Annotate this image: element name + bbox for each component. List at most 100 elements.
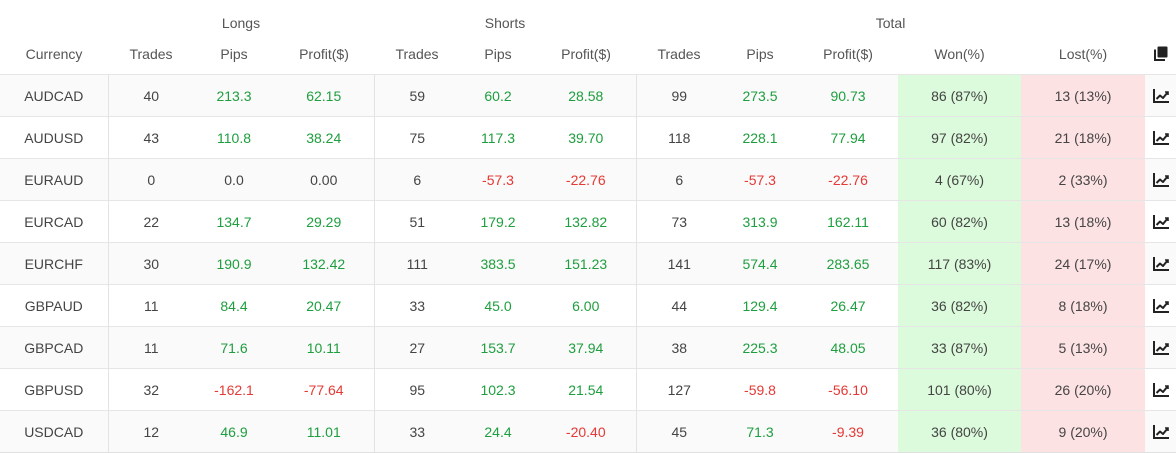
cell-longs-pips: 110.8 <box>194 116 274 159</box>
cell-total-trades: 99 <box>636 74 723 117</box>
col-shorts-trades: Trades <box>395 45 439 62</box>
cell-currency: USDCAD <box>0 410 109 453</box>
cell-lost: 9 (20%) <box>1021 410 1146 453</box>
cell-longs-trades: 40 <box>108 74 194 117</box>
cell-total-trades: 38 <box>636 326 723 369</box>
header-group-spacer-end <box>1145 0 1176 33</box>
cell-shorts-pips: 179.2 <box>460 200 536 243</box>
cell-lost: 13 (18%) <box>1021 200 1146 243</box>
cell-total-pips: 71.3 <box>722 410 799 453</box>
col-longs-trades: Trades <box>129 45 173 62</box>
cell-lost: 13 (13%) <box>1021 74 1146 117</box>
chart-icon[interactable] <box>1145 368 1176 411</box>
cell-longs-pips: 134.7 <box>194 200 274 243</box>
cell-longs-trades: 30 <box>108 242 194 285</box>
copy-icon[interactable] <box>1145 33 1176 75</box>
chart-icon[interactable] <box>1145 200 1176 243</box>
cell-total-pips: -57.3 <box>722 158 799 201</box>
cell-shorts-profit: 39.70 <box>536 116 637 159</box>
cell-won: 86 (87%) <box>898 74 1022 117</box>
cell-total-pips: -59.8 <box>722 368 799 411</box>
table-body: AUDCAD 40 213.3 62.15 59 60.2 28.58 99 273.5 90.7… <box>0 74 1176 453</box>
table-row: EURAUD 0 0.0 0.00 6 -57.3 -22.76 6 -57.3 -22.76 4 … <box>0 158 1176 201</box>
cell-shorts-pips: 117.3 <box>460 116 536 159</box>
cell-total-pips: 313.9 <box>722 200 799 243</box>
cell-longs-profit: 11.01 <box>274 410 375 453</box>
cell-currency: GBPCAD <box>0 326 109 369</box>
cell-longs-trades: 32 <box>108 368 194 411</box>
cell-shorts-pips: 24.4 <box>460 410 536 453</box>
cell-longs-pips: 71.6 <box>194 326 274 369</box>
cell-shorts-pips: 60.2 <box>460 74 536 117</box>
cell-shorts-profit: 37.94 <box>536 326 637 369</box>
cell-shorts-trades: 6 <box>374 158 460 201</box>
cell-total-profit: -56.10 <box>798 368 899 411</box>
cell-shorts-trades: 33 <box>374 284 460 327</box>
cell-longs-trades: 11 <box>108 326 194 369</box>
header-group-total: Total <box>875 15 906 31</box>
header-group-spacer <box>0 0 108 33</box>
cell-won: 117 (83%) <box>898 242 1022 285</box>
cell-shorts-pips: -57.3 <box>460 158 536 201</box>
col-won: Won(%) <box>934 45 985 62</box>
col-total-trades: Trades <box>657 45 701 62</box>
cell-total-profit: 90.73 <box>798 74 899 117</box>
cell-shorts-profit: -22.76 <box>536 158 637 201</box>
col-currency: Currency <box>25 45 83 62</box>
cell-longs-profit: 10.11 <box>274 326 375 369</box>
chart-icon[interactable] <box>1145 326 1176 369</box>
col-total-profit: Profit($) <box>823 45 873 62</box>
cell-longs-pips: -162.1 <box>194 368 274 411</box>
cell-longs-profit: 62.15 <box>274 74 375 117</box>
table-row: USDCAD 12 46.9 11.01 33 24.4 -20.40 45 71.3 -9.39… <box>0 410 1176 453</box>
col-longs-pips: Pips <box>220 45 248 62</box>
table-header: Longs Shorts Total Currency Trades Pips … <box>0 0 1176 75</box>
cell-longs-trades: 43 <box>108 116 194 159</box>
cell-shorts-trades: 33 <box>374 410 460 453</box>
cell-shorts-profit: 151.23 <box>536 242 637 285</box>
chart-icon[interactable] <box>1145 158 1176 201</box>
cell-shorts-pips: 45.0 <box>460 284 536 327</box>
cell-longs-trades: 22 <box>108 200 194 243</box>
table-row: EURCHF 30 190.9 132.42 111 383.5 151.23 141 574.… <box>0 242 1176 285</box>
cell-longs-pips: 46.9 <box>194 410 274 453</box>
col-shorts-profit: Profit($) <box>561 45 611 62</box>
cell-total-profit: 283.65 <box>798 242 899 285</box>
cell-shorts-trades: 59 <box>374 74 460 117</box>
chart-icon[interactable] <box>1145 116 1176 159</box>
chart-icon[interactable] <box>1145 242 1176 285</box>
cell-currency: EURCHF <box>0 242 109 285</box>
chart-icon[interactable] <box>1145 74 1176 117</box>
cell-won: 36 (82%) <box>898 284 1022 327</box>
chart-icon[interactable] <box>1145 284 1176 327</box>
cell-total-profit: 48.05 <box>798 326 899 369</box>
cell-shorts-pips: 383.5 <box>460 242 536 285</box>
cell-lost: 2 (33%) <box>1021 158 1146 201</box>
cell-shorts-trades: 95 <box>374 368 460 411</box>
cell-longs-trades: 0 <box>108 158 194 201</box>
cell-longs-trades: 12 <box>108 410 194 453</box>
cell-shorts-profit: 28.58 <box>536 74 637 117</box>
table-row: GBPAUD 11 84.4 20.47 33 45.0 6.00 44 129.4 26.47 3… <box>0 284 1176 327</box>
chart-icon[interactable] <box>1145 410 1176 453</box>
cell-shorts-profit: 21.54 <box>536 368 637 411</box>
table-row: AUDCAD 40 213.3 62.15 59 60.2 28.58 99 273.5 90.7… <box>0 74 1176 117</box>
cell-currency: AUDCAD <box>0 74 109 117</box>
cell-shorts-profit: -20.40 <box>536 410 637 453</box>
cell-total-trades: 45 <box>636 410 723 453</box>
cell-total-pips: 225.3 <box>722 326 799 369</box>
cell-lost: 26 (20%) <box>1021 368 1146 411</box>
cell-shorts-profit: 6.00 <box>536 284 637 327</box>
cell-currency: GBPUSD <box>0 368 109 411</box>
cell-won: 36 (80%) <box>898 410 1022 453</box>
header-group-shorts: Shorts <box>484 15 526 31</box>
cell-currency: GBPAUD <box>0 284 109 327</box>
cell-won: 97 (82%) <box>898 116 1022 159</box>
col-longs-profit: Profit($) <box>299 45 349 62</box>
cell-longs-pips: 190.9 <box>194 242 274 285</box>
cell-shorts-trades: 27 <box>374 326 460 369</box>
cell-longs-profit: 132.42 <box>274 242 375 285</box>
cell-longs-pips: 84.4 <box>194 284 274 327</box>
cell-total-profit: 77.94 <box>798 116 899 159</box>
